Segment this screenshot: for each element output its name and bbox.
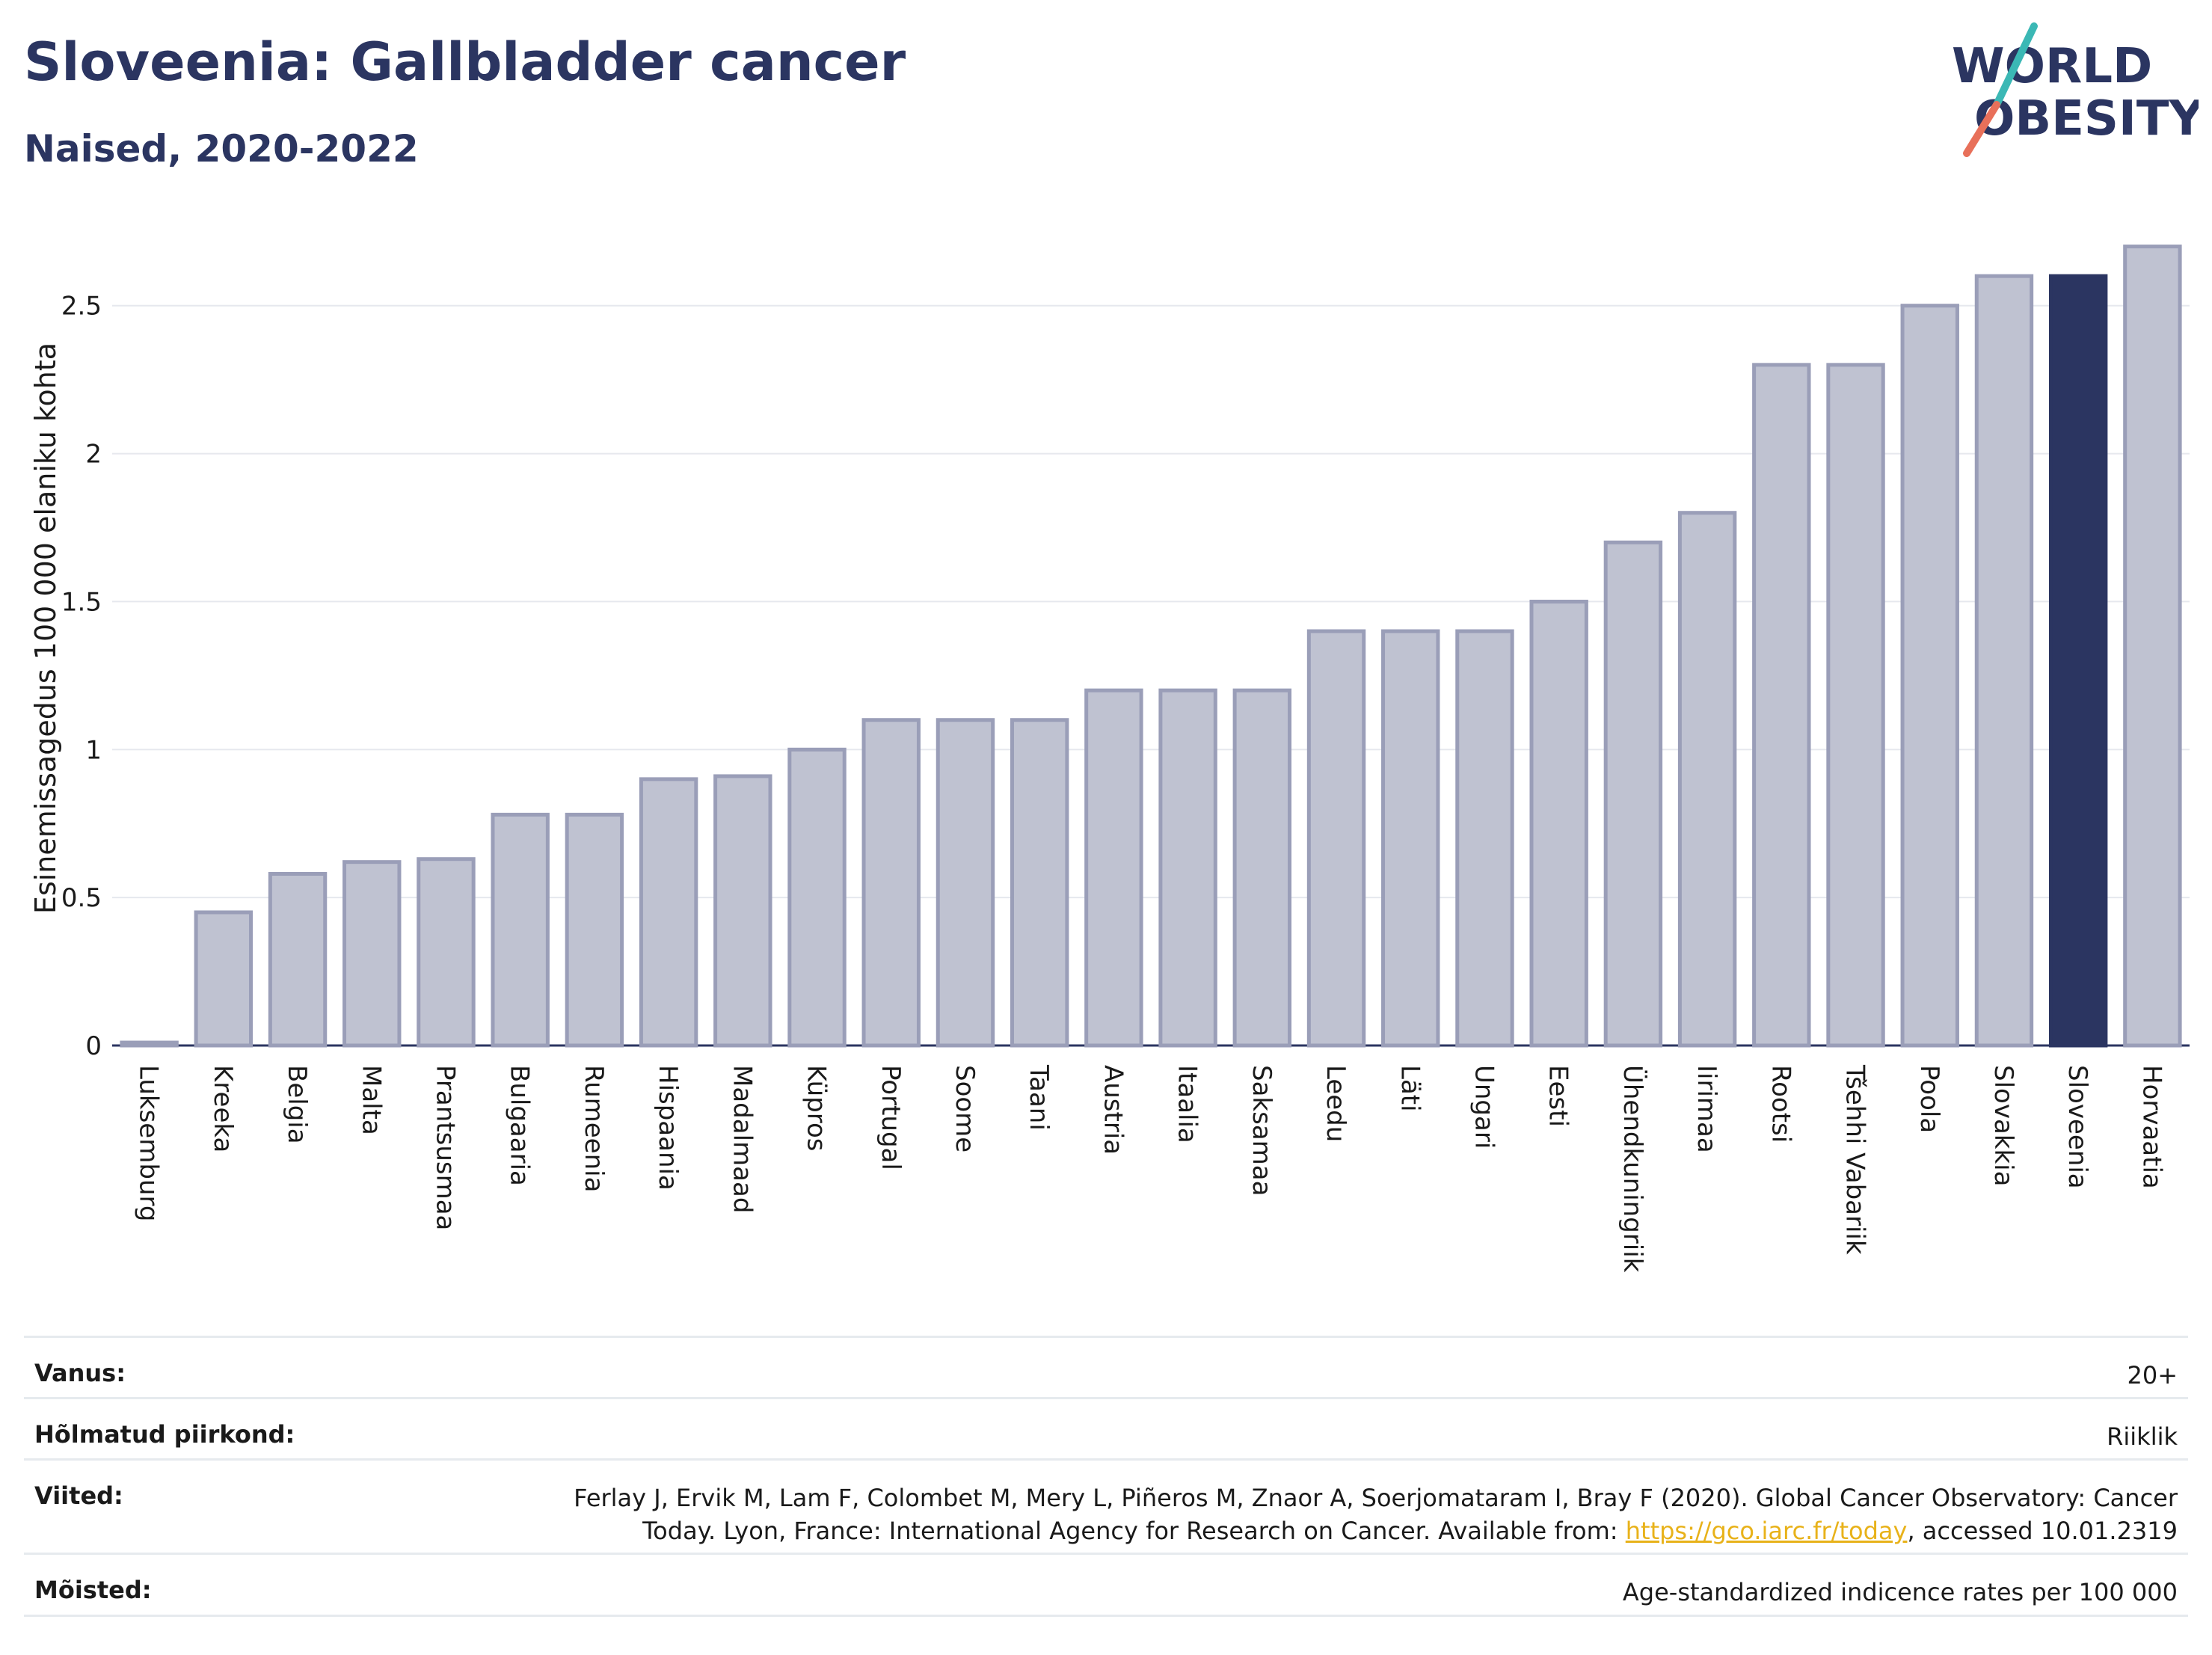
bar-madalmaad[interactable]: [713, 774, 772, 1048]
x-tick-label: Luksemburg: [134, 1065, 164, 1221]
bar-saksamaa[interactable]: [1232, 688, 1292, 1048]
y-tick-label: 2: [85, 440, 102, 470]
x-tick-label: Belgia: [282, 1065, 312, 1144]
bar-bulgaaria[interactable]: [491, 812, 550, 1048]
info-row-references: Viited: Ferlay J, Ervik M, Lam F, Colomb…: [24, 1458, 2188, 1553]
x-tick-label: Soome: [950, 1065, 980, 1152]
x-tick-label: Poola: [1914, 1065, 1944, 1133]
bar-portugal[interactable]: [861, 718, 921, 1048]
x-tick-label: Rootsi: [1766, 1065, 1795, 1143]
x-tick-label: Küpros: [802, 1065, 832, 1151]
bar-prantsusmaa[interactable]: [417, 857, 476, 1048]
x-tick-label: Kreeka: [208, 1065, 238, 1152]
y-tick-labels: 0 0.5 1 1.5 2 2.5: [61, 292, 102, 1061]
info-row-age: Vanus: 20+: [24, 1336, 2188, 1398]
age-value: 20+: [2127, 1361, 2178, 1390]
bar-leedu[interactable]: [1306, 629, 1366, 1048]
x-tick-label: Tšehhi Vabariik: [1840, 1064, 1870, 1255]
age-label: Vanus:: [34, 1359, 126, 1387]
x-tick-label: Eesti: [1543, 1065, 1573, 1127]
chart-subtitle: Naised, 2020-2022: [24, 127, 419, 171]
definitions-value: Age-standardized indicence rates per 100…: [1622, 1578, 2178, 1606]
bar-horvaatia[interactable]: [2123, 245, 2182, 1048]
bar-luksemburg[interactable]: [120, 1040, 179, 1048]
bar-slovakkia[interactable]: [1974, 274, 2034, 1048]
references-label: Viited:: [34, 1481, 123, 1510]
bars: [120, 245, 2182, 1048]
x-tick-label: Sloveenia: [2062, 1065, 2092, 1189]
x-tick-label: Taani: [1024, 1064, 1054, 1131]
bar-kreeka[interactable]: [194, 910, 254, 1048]
world-obesity-logo: WORLD OBESITY: [1952, 22, 2199, 157]
y-tick-label: 0.5: [61, 883, 102, 913]
bar-belgia[interactable]: [268, 871, 328, 1048]
x-tick-label: Slovakkia: [1988, 1065, 2018, 1186]
references-accessed: , accessed 10.01.2319: [1907, 1517, 2178, 1545]
logo-text-obesity: OBESITY: [1974, 91, 2199, 147]
bar-tšehhi-vabariik[interactable]: [1826, 363, 1885, 1048]
bar-hispaania[interactable]: [639, 777, 698, 1048]
x-tick-label: Leedu: [1321, 1065, 1351, 1142]
bar-läti[interactable]: [1381, 629, 1440, 1048]
references-value: Ferlay J, Ervik M, Lam F, Colombet M, Me…: [574, 1461, 2188, 1547]
bar-itaalia[interactable]: [1158, 688, 1217, 1048]
references-line-1: Ferlay J, Ervik M, Lam F, Colombet M, Me…: [574, 1484, 2178, 1512]
bar-küpros[interactable]: [787, 747, 847, 1048]
chart-title: Sloveenia: Gallbladder cancer: [24, 31, 906, 93]
y-tick-label: 0: [85, 1031, 102, 1061]
x-tick-label: Malta: [356, 1065, 386, 1135]
references-text: Today. Lyon, France: International Agenc…: [642, 1517, 1626, 1545]
x-tick-labels: Luksemburg Kreeka Belgia Malta Prantsusmaa Bu…: [134, 1064, 2167, 1273]
bar-rootsi[interactable]: [1752, 363, 1811, 1048]
x-tick-label: Ühendkuningriik: [1617, 1065, 1648, 1273]
region-value: Riiklik: [2107, 1422, 2178, 1451]
bar-ühendkuningriik[interactable]: [1603, 540, 1663, 1048]
x-tick-label: Läti: [1395, 1065, 1425, 1112]
y-tick-label: 1: [85, 735, 102, 765]
bar-austria[interactable]: [1084, 688, 1143, 1048]
x-tick-label: Prantsusmaa: [430, 1065, 460, 1230]
bar-eesti[interactable]: [1529, 599, 1588, 1048]
bar-soome[interactable]: [936, 718, 995, 1048]
region-label: Hõlmatud piirkond:: [34, 1420, 295, 1449]
y-tick-label: 1.5: [61, 587, 102, 617]
x-tick-label: Saksamaa: [1247, 1065, 1276, 1196]
x-tick-label: Ungari: [1469, 1065, 1499, 1149]
references-line-2: Today. Lyon, France: International Agenc…: [574, 1514, 2178, 1547]
x-tick-label: Hispaania: [653, 1065, 683, 1191]
info-row-definitions: Mõisted: Age-standardized indicence rate…: [24, 1553, 2188, 1617]
bar-sloveenia[interactable]: [2048, 274, 2108, 1048]
x-tick-label: Portugal: [876, 1065, 906, 1170]
references-link[interactable]: https://gco.iarc.fr/today: [1625, 1517, 1908, 1545]
x-tick-label: Rumeenia: [579, 1065, 609, 1192]
definitions-label: Mõisted:: [34, 1576, 152, 1604]
bar-poola[interactable]: [1900, 304, 1959, 1048]
x-tick-label: Bulgaaria: [505, 1065, 535, 1186]
bar-ungari[interactable]: [1455, 629, 1514, 1048]
bar-malta[interactable]: [342, 860, 402, 1048]
y-tick-label: 2.5: [61, 292, 102, 322]
logo-text-world: WORLD: [1952, 39, 2152, 94]
x-tick-label: Horvaatia: [2136, 1065, 2166, 1189]
y-axis-label: Esinemissagedus 100 000 elaniku kohta: [29, 343, 62, 914]
x-tick-label: Austria: [1098, 1065, 1128, 1155]
x-tick-label: Iirimaa: [1692, 1065, 1721, 1153]
bar-chart: 0 0.5 1 1.5 2 2.5 Luksemburg Kreeka Belgia Malta…: [29, 245, 2190, 1273]
bar-iirimaa[interactable]: [1677, 511, 1737, 1048]
info-row-region: Hõlmatud piirkond: Riiklik: [24, 1397, 2188, 1459]
bar-taani[interactable]: [1010, 718, 1069, 1048]
x-tick-label: Madalmaad: [727, 1065, 757, 1213]
x-tick-label: Itaalia: [1173, 1065, 1202, 1143]
bar-rumeenia[interactable]: [565, 812, 624, 1048]
